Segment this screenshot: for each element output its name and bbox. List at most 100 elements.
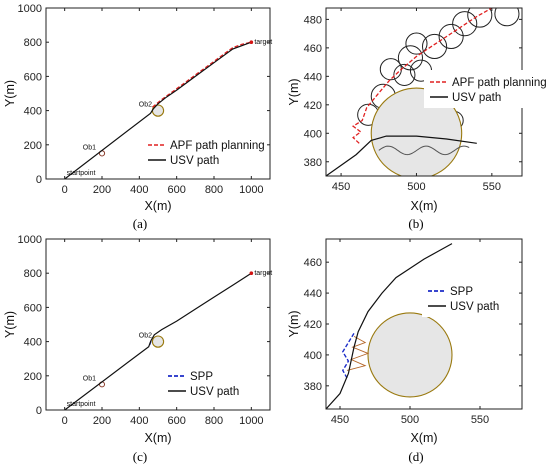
- y-tick-label: 400: [24, 106, 42, 118]
- x-tick-label: 0: [62, 184, 68, 196]
- obstacle-circle: [367, 312, 453, 398]
- legend: APF path planning USV path: [424, 70, 548, 108]
- y-axis-label: Y(m): [3, 80, 17, 107]
- legend-label: SPP: [450, 286, 473, 298]
- annotation-label: target: [254, 270, 272, 277]
- x-axis-label: X(m): [410, 431, 437, 445]
- annotation-label: Ob2: [139, 102, 152, 109]
- y-tick-label: 600: [24, 302, 42, 314]
- x-axis-label: X(m): [410, 199, 437, 213]
- y-tick-label: 200: [24, 371, 42, 383]
- y-tick-label: 1000: [18, 3, 42, 15]
- y-tick-label: 600: [24, 71, 42, 83]
- y-tick-label: 200: [24, 140, 42, 152]
- x-tick-label: 500: [407, 181, 425, 193]
- caption-b: (b): [408, 216, 423, 231]
- annotation-label: Ob1: [83, 144, 96, 151]
- loop-circle: [452, 11, 478, 37]
- obstacle-circle: [370, 87, 463, 176]
- target-marker: [249, 271, 254, 276]
- plot-area: [64, 41, 252, 179]
- annotation-label: startpoint: [67, 401, 96, 408]
- y-tick-label: 400: [304, 128, 322, 140]
- series-line-0: [341, 332, 355, 379]
- x-tick-label: 450: [331, 414, 349, 426]
- x-tick-label: 550: [471, 414, 489, 426]
- legend-label: USV path: [190, 386, 239, 398]
- loop-circle: [494, 8, 520, 27]
- inner-wave-path: [378, 145, 470, 156]
- y-tick-label: 0: [36, 405, 42, 417]
- axes-frame: [45, 7, 271, 180]
- series-line-1: [326, 135, 477, 176]
- x-tick-label: 600: [167, 415, 185, 427]
- y-tick-label: 420: [304, 100, 322, 112]
- x-tick-label: 550: [483, 181, 501, 193]
- panel-b: 450 500 550 380 400 420 440 460 480 X(m) Y(m) APF p…: [287, 7, 548, 213]
- x-tick-label: 200: [93, 415, 111, 427]
- x-tick-label: 450: [332, 181, 350, 193]
- legend-label: APF path planning: [170, 140, 265, 152]
- panel-c: startpoint Ob1 Ob2 target 0 200 400 600 800 1000 0…: [3, 234, 272, 445]
- x-tick-label: 500: [401, 414, 419, 426]
- y-tick-label: 380: [304, 157, 322, 169]
- y-tick-label: 0: [36, 174, 42, 186]
- y-tick-label: 460: [304, 43, 322, 55]
- y-tick-label: 380: [304, 381, 322, 393]
- loop-circle: [421, 33, 448, 60]
- x-tick-label: 800: [205, 184, 223, 196]
- y-tick-label: 400: [24, 337, 42, 349]
- y-tick-label: 440: [304, 288, 322, 300]
- y-tick-label: 460: [304, 257, 322, 269]
- plot-area: [326, 8, 520, 176]
- legend: APF path planning USV path: [142, 133, 265, 171]
- y-tick-label: 800: [24, 37, 42, 49]
- series-line-1: [64, 41, 252, 179]
- x-tick-label: 400: [130, 184, 148, 196]
- legend-label: USV path: [170, 155, 219, 167]
- y-axis-label: Y(m): [287, 310, 301, 337]
- loop-circle: [438, 23, 464, 50]
- series-line-1: [64, 272, 252, 410]
- y-tick-label: 400: [304, 350, 322, 362]
- y-tick-label: 480: [304, 14, 322, 26]
- annotation-label: Ob2: [139, 333, 152, 340]
- annotation-label: startpoint: [67, 170, 96, 177]
- axes-frame: [45, 238, 271, 411]
- obstacle-circle: [151, 335, 165, 348]
- panel-a: startpoint Ob1 Ob2 target 0 200 400 600 800 1000 0…: [3, 3, 272, 213]
- spp-zigzag-path: [346, 336, 370, 371]
- panel-d: 450 500 550 380 400 420 440 460 X(m) Y(m) SPP USV p…: [287, 238, 523, 445]
- y-tick-label: 420: [304, 319, 322, 331]
- loop-circle: [379, 58, 402, 81]
- x-tick-label: 0: [62, 415, 68, 427]
- y-axis-label: Y(m): [3, 311, 17, 338]
- legend: SPP USV path: [422, 279, 514, 317]
- x-tick-label: 200: [93, 184, 111, 196]
- caption-d: (d): [408, 449, 423, 464]
- target-marker: [249, 40, 254, 44]
- loop-circle: [405, 32, 428, 55]
- loop-circle: [393, 63, 416, 86]
- annotation-label: target: [254, 39, 272, 46]
- x-tick-label: 600: [167, 184, 185, 196]
- y-tick-label: 1000: [18, 234, 42, 246]
- x-axis-label: X(m): [144, 431, 171, 445]
- y-axis-label: Y(m): [287, 78, 301, 105]
- loop-circle: [467, 8, 493, 28]
- series-line-0: [351, 8, 493, 144]
- legend-label: SPP: [190, 371, 213, 383]
- legend-label: USV path: [450, 301, 499, 313]
- x-tick-label: 400: [130, 415, 148, 427]
- caption-c: (c): [133, 449, 147, 464]
- x-tick-label: 1000: [239, 415, 263, 427]
- legend-label: APF path planning: [452, 77, 547, 89]
- x-tick-label: 1000: [239, 184, 263, 196]
- annotation-label: Ob1: [83, 375, 96, 382]
- legend-label: USV path: [452, 92, 501, 104]
- y-tick-label: 800: [24, 268, 42, 280]
- legend: SPP USV path: [162, 364, 262, 402]
- y-tick-label: 440: [304, 71, 322, 83]
- caption-a: (a): [133, 216, 147, 231]
